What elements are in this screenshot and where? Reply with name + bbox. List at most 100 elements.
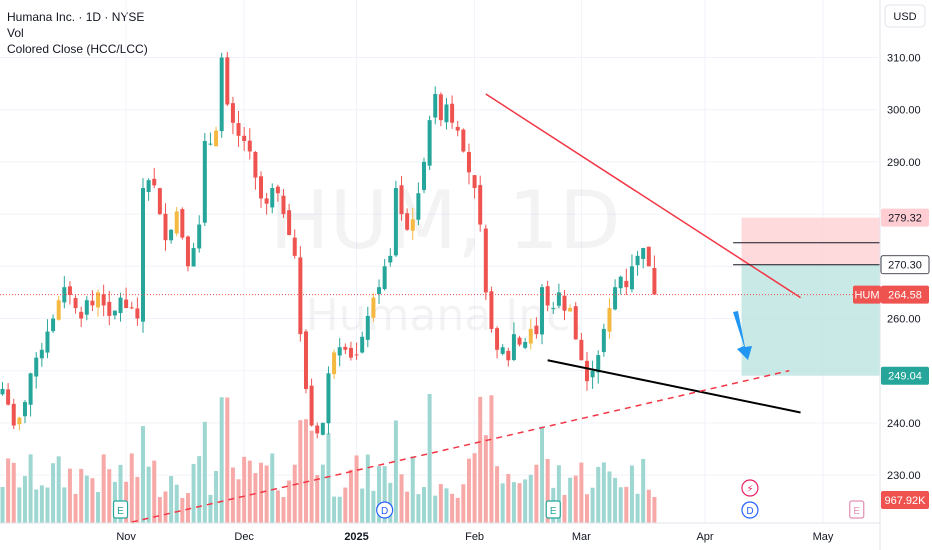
volume-bar [135,476,140,523]
candle-body [62,287,67,303]
target-price-label: 249.04 [888,371,922,383]
candle-body [79,311,84,319]
legend-volume[interactable]: Vol [7,26,24,40]
volume-bar [264,465,269,523]
volume-bar [230,467,235,523]
candle-body [28,373,33,405]
volume-bar [399,474,404,523]
candle-body [112,310,117,316]
candle-body [219,57,224,132]
volume-bar [180,497,185,523]
watermark: HUM, 1D Humana Inc. [269,174,620,341]
dividend-icon [376,501,394,519]
volume-bar [365,454,370,523]
candle-body [6,389,11,405]
volume-bar [202,421,207,523]
candle-body [360,336,365,353]
candle-body [247,140,252,152]
time-tick-label: 2025 [344,531,368,543]
price-tick-label: 290.00 [887,157,921,169]
volume-bar [6,458,11,523]
last-price-label-bg [881,285,929,304]
stop-zone [741,217,885,265]
volume-bar [0,487,5,523]
candle-body [275,186,280,194]
volume-bar [618,487,623,523]
candle-body [107,301,112,316]
price-axis[interactable]: USD310.00300.00290.00280.00270.00260.002… [853,0,932,550]
volume-bar [427,394,432,523]
candle-body [590,370,595,378]
candle-body [399,185,404,215]
candle-body [382,266,387,290]
currency-button-bg [884,4,926,28]
position-tool[interactable] [741,217,885,376]
candle-body [101,294,106,306]
volume-bar [197,456,202,523]
volume-bar [444,488,449,523]
candle-body [646,246,651,267]
candle-body [67,286,72,296]
volume-bar [534,464,539,523]
candle-body [236,123,241,136]
volume-bar [214,470,219,523]
volume-bar [377,466,382,523]
volume-bar [410,456,415,523]
volume-bar [96,492,101,523]
volume-bar [607,471,612,523]
price-tick-label: 260.00 [887,314,921,326]
candle-body [607,308,612,332]
volume-bar [568,477,573,523]
earnings-icon [849,500,865,519]
volume-bar [320,464,325,523]
volume-bar [405,491,410,523]
split-icon [741,479,759,497]
candle-body [641,248,646,259]
volume-bar [281,497,286,523]
currency-button[interactable]: USD [884,4,926,28]
volume-bar [416,494,421,523]
volume-bar [146,466,151,523]
symbol-price-label: HUM [854,290,879,302]
candle-body [635,255,640,266]
candle-body [584,360,589,382]
volume-bar [191,463,196,523]
price-axis-bg [880,0,932,550]
grid [0,0,878,523]
volume-bar [39,485,44,523]
volume-bar [298,420,303,523]
down-arrow-icon [733,311,752,360]
candle-body [84,300,89,315]
candle-body [365,315,370,340]
legend-symbol[interactable]: Humana Inc. · 1D · NYSE [7,10,145,24]
candle-body [129,307,134,309]
event-markers[interactable]: E D E ⚡ D E [112,479,865,519]
price-tick-label: 230.00 [887,470,921,482]
candle-body [96,292,101,308]
candle-body [438,94,443,121]
volume-bar [360,488,365,523]
candle-body [118,297,123,314]
stop-price-label: 279.32 [888,213,922,225]
candle-body [613,287,618,310]
candle-body [287,210,292,235]
volume-bar [388,482,393,523]
legend-indicator[interactable]: Colored Close (HCC/LCC) [7,42,148,56]
time-axis[interactable]: Nov Dec 2025 Feb Mar Apr May [0,522,880,543]
time-tick-label: Apr [696,531,713,543]
candle-body [11,403,16,426]
dashed-uptrend [131,369,790,523]
candle-body [500,347,505,354]
volume-bar [433,495,438,523]
volume-bar [292,464,297,523]
volume-bar [309,430,314,523]
candle-body [489,291,494,329]
candle-body [309,385,314,426]
time-tick-label: May [813,531,834,543]
volume-bar [185,493,190,523]
volume-bar [450,493,455,523]
candle-body [455,126,460,131]
candle-body [259,176,264,199]
volume-bar [169,476,174,523]
